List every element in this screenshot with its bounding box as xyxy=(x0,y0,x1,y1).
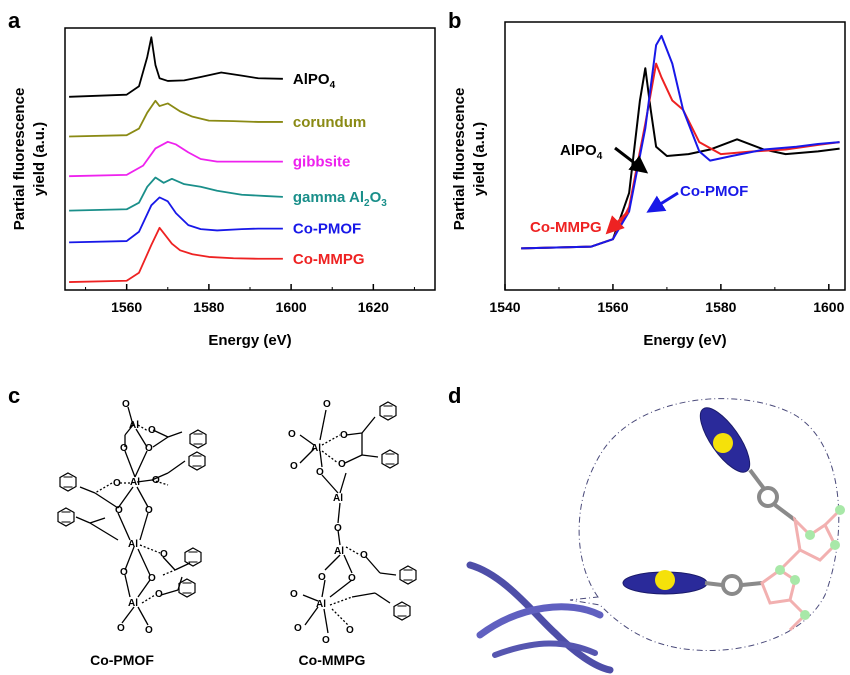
annotation-co-mmpg-arrow xyxy=(605,210,630,235)
atom-al: Al xyxy=(333,493,343,504)
annotation-co-pmof-arrow xyxy=(646,191,679,213)
atom-al: Al xyxy=(129,420,139,431)
x-tick-label: 1600 xyxy=(276,299,307,315)
series-line-co-pmof xyxy=(69,196,283,244)
series-label: AlPO4 xyxy=(293,71,336,91)
structures-diagram: O Al O O O Al O O O O Al O O O Al O O O xyxy=(57,399,417,668)
caption-co-mmpg: Co-MMPG xyxy=(299,652,366,668)
atom-o: O xyxy=(346,625,354,636)
atom-o: O xyxy=(290,461,298,472)
y-axis-title-a-line2: yield (a.u.) xyxy=(31,122,48,196)
protein-ribbon xyxy=(466,561,614,674)
x-axis-title-a: Energy (eV) xyxy=(208,332,291,349)
series-line-co-mmpg xyxy=(69,226,283,283)
plot-frame-b xyxy=(504,21,846,291)
cobalt-atom xyxy=(713,433,733,453)
zoom-bubble xyxy=(569,398,840,651)
annotation-alpo4-arrow xyxy=(614,146,649,174)
atom-o: O xyxy=(340,430,348,441)
atom-o: O xyxy=(120,443,128,454)
cobalt-atom xyxy=(655,570,675,590)
oxo-cluster xyxy=(760,505,845,632)
atom-o: O xyxy=(152,475,160,486)
y-axis-title-b-line1: Partial fluorescence xyxy=(451,88,468,231)
panel-label-c: c xyxy=(8,383,21,408)
co-mmpg-atoms: O O O Al O O O Al O Al O O O Al O O O O xyxy=(288,399,368,646)
xanes-overlay-chart: 1540 1560 1580 1600 AlPO4 Co-MMPG Co-PMOF E… xyxy=(451,21,846,349)
atom-al: Al xyxy=(128,539,138,550)
atom-o: O xyxy=(334,523,342,534)
y-axis-title-a-line1: Partial fluorescence xyxy=(11,88,28,231)
atom-o: O xyxy=(155,589,163,600)
atom-al: Al xyxy=(334,546,344,557)
atom-o: O xyxy=(117,623,125,634)
x-axis-title-b: Energy (eV) xyxy=(643,332,726,349)
panel-label-d: d xyxy=(448,383,462,408)
co-mmpg-structure xyxy=(299,401,417,634)
atom-o: O xyxy=(294,623,302,634)
atom-o: O xyxy=(145,443,153,454)
annotation-co-mmpg-text: Co-MMPG xyxy=(530,219,602,236)
atom-o: O xyxy=(338,459,346,470)
series-label: corundum xyxy=(293,114,366,131)
atom-o: O xyxy=(115,505,123,516)
plot-frame-a xyxy=(64,27,436,291)
atom-o: O xyxy=(120,567,128,578)
x-tick-label: 1560 xyxy=(111,299,142,315)
atom-o: O xyxy=(160,549,168,560)
y-axis-title-b-line2: yield (a.u.) xyxy=(471,122,488,196)
series-line-alpo4 xyxy=(69,36,283,98)
annotation-alpo4-sub: 4 xyxy=(597,151,603,162)
annotation-co-mmpg: Co-MMPG xyxy=(530,210,630,236)
atom-o: O xyxy=(288,429,296,440)
co-pmof-atoms: O Al O O O Al O O O O Al O O O Al O O O xyxy=(113,399,168,636)
atom-al: Al xyxy=(316,599,326,610)
atom-o: O xyxy=(145,505,153,516)
atom-o: O xyxy=(122,399,130,410)
atom-al: Al xyxy=(130,477,140,488)
x-tick-label: 1580 xyxy=(193,299,224,315)
x-tick-label: 1600 xyxy=(813,299,844,315)
atom-o: O xyxy=(322,635,330,646)
xanes-stacked-chart: 1560 1580 1600 1620 AlPO4 corundum gibbsite ga… xyxy=(11,27,436,349)
caption-co-pmof: Co-PMOF xyxy=(90,652,154,668)
atom-o: O xyxy=(323,399,331,410)
porphyrin-lower xyxy=(622,570,763,596)
svg-text:AlPO4: AlPO4 xyxy=(560,142,603,162)
atom-o: O xyxy=(316,467,324,478)
x-tick-label: 1560 xyxy=(597,299,628,315)
co-pmof-structure xyxy=(57,406,207,626)
atom-o: O xyxy=(113,478,121,489)
atom-al: Al xyxy=(128,598,138,609)
series-label: Co-MMPG xyxy=(293,251,365,268)
series-line-gamma-al2o3 xyxy=(69,176,283,212)
porphyrin-upper xyxy=(699,407,797,522)
series-label: gamma Al2O3 xyxy=(293,189,387,209)
atom-al: Al xyxy=(311,443,321,454)
x-tick-label: 1540 xyxy=(489,299,520,315)
atom-o: O xyxy=(360,550,368,561)
panel-label-b: b xyxy=(448,8,462,33)
annotation-co-pmof: Co-PMOF xyxy=(646,183,748,213)
atom-o: O xyxy=(318,572,326,583)
annotation-alpo4: AlPO4 xyxy=(560,142,649,174)
atom-o: O xyxy=(290,589,298,600)
series-label: Co-PMOF xyxy=(293,221,361,238)
atom-o: O xyxy=(348,573,356,584)
series-line-gibbsite xyxy=(69,140,283,178)
atom-o: O xyxy=(145,625,153,636)
x-tick-label: 1580 xyxy=(705,299,736,315)
annotation-co-pmof-text: Co-PMOF xyxy=(680,183,748,200)
series-label: gibbsite xyxy=(293,154,351,171)
annotation-alpo4-main: AlPO xyxy=(560,142,597,159)
panel-label-a: a xyxy=(8,8,21,33)
molecular-model-illustration xyxy=(466,398,845,674)
atom-o: O xyxy=(148,425,156,436)
atom-o: O xyxy=(148,573,156,584)
x-tick-label: 1620 xyxy=(358,299,389,315)
series-line-corundum xyxy=(69,99,283,138)
